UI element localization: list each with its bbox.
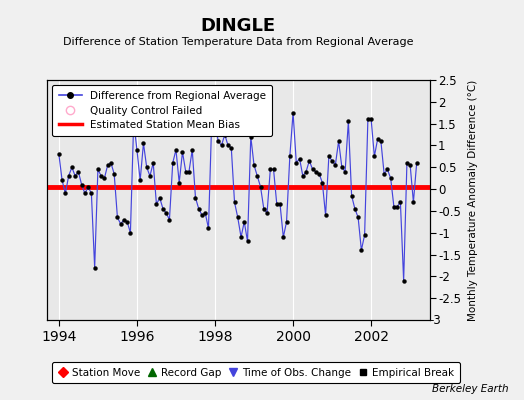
Legend: Station Move, Record Gap, Time of Obs. Change, Empirical Break: Station Move, Record Gap, Time of Obs. C… xyxy=(52,362,460,383)
Legend: Difference from Regional Average, Quality Control Failed, Estimated Station Mean: Difference from Regional Average, Qualit… xyxy=(52,85,272,136)
Text: Berkeley Earth: Berkeley Earth xyxy=(432,384,508,394)
Text: Difference of Station Temperature Data from Regional Average: Difference of Station Temperature Data f… xyxy=(63,37,413,47)
Text: -3: -3 xyxy=(430,314,441,326)
Text: DINGLE: DINGLE xyxy=(201,17,276,35)
Y-axis label: Monthly Temperature Anomaly Difference (°C): Monthly Temperature Anomaly Difference (… xyxy=(468,79,478,321)
